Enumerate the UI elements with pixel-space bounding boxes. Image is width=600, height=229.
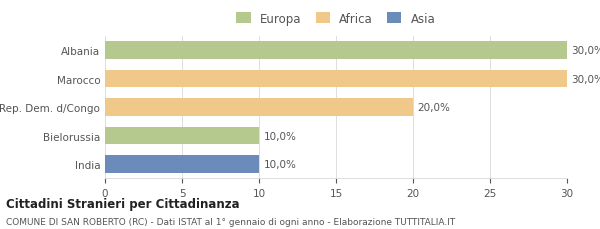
Bar [105,127,259,145]
Text: 10,0%: 10,0% [263,131,296,141]
Text: 20,0%: 20,0% [418,103,451,113]
Bar [105,42,567,60]
Text: 10,0%: 10,0% [263,159,296,169]
Bar [105,71,567,88]
Text: 30,0%: 30,0% [572,74,600,84]
Text: COMUNE DI SAN ROBERTO (RC) - Dati ISTAT al 1° gennaio di ogni anno - Elaborazion: COMUNE DI SAN ROBERTO (RC) - Dati ISTAT … [6,218,455,226]
Text: 30,0%: 30,0% [572,46,600,56]
Text: Cittadini Stranieri per Cittadinanza: Cittadini Stranieri per Cittadinanza [6,197,239,210]
Bar [105,99,413,116]
Bar [105,156,259,173]
Legend: Europa, Africa, Asia: Europa, Africa, Asia [234,10,438,28]
